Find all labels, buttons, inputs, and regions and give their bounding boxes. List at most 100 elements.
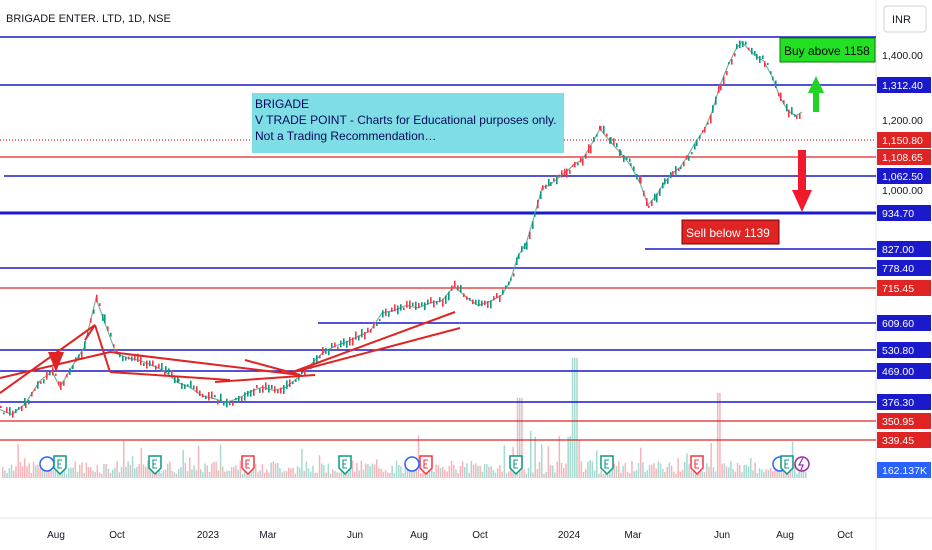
- candle: [149, 360, 151, 367]
- candle: [6, 407, 8, 413]
- volume-bar: [296, 466, 299, 478]
- volume-bar: [626, 471, 629, 478]
- volume-bar: [35, 465, 37, 478]
- volume-bar: [191, 469, 193, 478]
- candle: [415, 301, 417, 310]
- volume-bar: [620, 472, 622, 478]
- candle: [3, 412, 5, 415]
- volume-bar: [589, 460, 591, 478]
- dividend-icon: [39, 456, 55, 472]
- volume-bar: [261, 463, 264, 478]
- volume-bar: [481, 472, 484, 478]
- volume-bar: [521, 398, 523, 478]
- volume-bar: [648, 465, 651, 478]
- volume-bar: [274, 463, 277, 478]
- volume-bar: [576, 358, 578, 478]
- volume-bar: [406, 464, 409, 478]
- volume-bar: [657, 461, 660, 478]
- volume-bar: [699, 466, 701, 478]
- candle: [271, 384, 273, 389]
- volume-bar: [340, 466, 343, 478]
- volume-bar: [402, 473, 404, 478]
- volume-bar: [354, 471, 356, 478]
- down-arrow-marker: [48, 352, 64, 372]
- volume-bar: [94, 472, 96, 478]
- volume-bar: [721, 463, 723, 478]
- earnings-icon: [780, 455, 794, 476]
- volume-bar: [202, 472, 204, 478]
- candle: [759, 55, 761, 63]
- volume-bar: [530, 430, 532, 478]
- volume-bar: [734, 471, 737, 478]
- volume-bar: [142, 464, 145, 478]
- candle: [680, 166, 682, 170]
- volume-bar: [125, 467, 127, 478]
- candle: [190, 380, 192, 389]
- volume-bar: [52, 470, 55, 478]
- volume-bar: [567, 436, 569, 478]
- volume-bar: [85, 462, 88, 478]
- volume-bar: [70, 467, 72, 478]
- volume-bar: [690, 470, 693, 478]
- note-text: V TRADE POINT - Charts for Educational p…: [255, 113, 556, 127]
- volume-bar: [314, 472, 316, 478]
- candle: [146, 360, 148, 369]
- volume-bar: [398, 465, 400, 478]
- candle: [778, 92, 780, 97]
- candle: [137, 353, 139, 362]
- candle: [55, 373, 57, 376]
- volume-bar: [591, 461, 594, 478]
- price-label: 162.137K: [882, 465, 927, 477]
- volume-bar: [129, 465, 132, 478]
- candle: [274, 386, 276, 393]
- volume-bar: [395, 460, 398, 478]
- candle: [599, 125, 601, 130]
- candle: [382, 310, 384, 318]
- volume-bar: [96, 465, 99, 478]
- volume-bar: [171, 470, 173, 478]
- candle: [364, 332, 366, 340]
- candle: [208, 392, 210, 401]
- currency-button[interactable]: [883, 5, 927, 33]
- volume-bar: [789, 471, 792, 478]
- candle: [478, 299, 480, 307]
- candle: [672, 171, 674, 175]
- volume-bar: [371, 463, 374, 478]
- candle: [745, 41, 747, 45]
- earnings-letter: [604, 459, 609, 469]
- volume-bar: [349, 463, 352, 478]
- volume-bar: [574, 358, 576, 478]
- volume-bar: [631, 460, 633, 478]
- earnings-letter: [694, 459, 699, 469]
- volume-bar: [629, 473, 631, 478]
- volume-bar: [83, 472, 85, 478]
- candle: [241, 396, 243, 402]
- candle: [391, 307, 393, 312]
- volume-bar: [565, 463, 567, 478]
- volume-bar: [747, 466, 750, 478]
- candle: [406, 300, 408, 308]
- volume-bar: [492, 469, 495, 478]
- candle: [593, 137, 595, 142]
- candle: [107, 326, 109, 331]
- volume-bar: [13, 470, 15, 478]
- trend-line: [289, 327, 461, 374]
- volume-bar: [508, 471, 510, 478]
- volume-bar: [516, 398, 519, 478]
- candle: [226, 398, 228, 408]
- candle: [731, 59, 733, 65]
- trend-line: [0, 324, 96, 394]
- candle: [15, 409, 17, 414]
- candle: [298, 376, 300, 381]
- candle: [694, 143, 696, 150]
- volume-bar: [670, 465, 673, 478]
- volume-bar: [668, 462, 671, 478]
- volume-bar: [26, 466, 28, 478]
- volume-bar: [351, 460, 354, 478]
- volume-bar: [211, 463, 213, 478]
- volume-bar: [292, 467, 294, 478]
- candle: [28, 399, 30, 405]
- candle: [277, 389, 279, 394]
- candle: [566, 168, 568, 178]
